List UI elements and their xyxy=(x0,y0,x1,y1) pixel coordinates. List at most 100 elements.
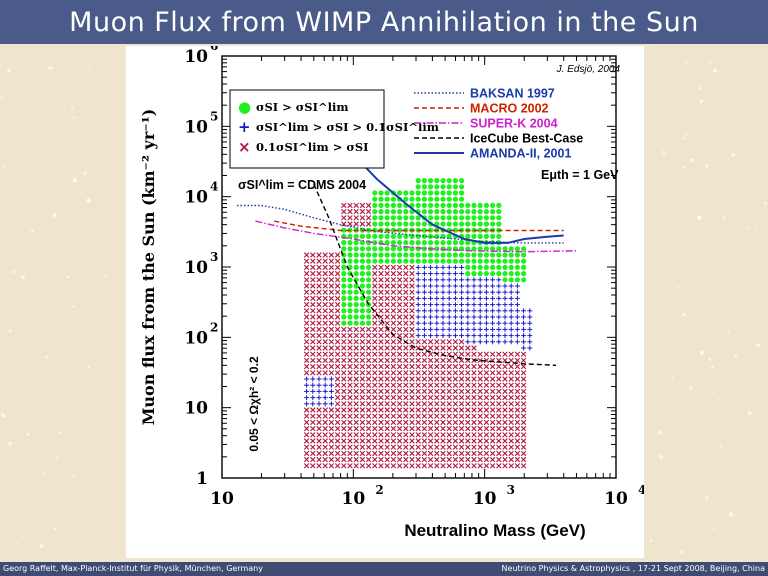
red-point xyxy=(378,357,384,364)
red-point xyxy=(347,407,353,413)
background-speckle xyxy=(671,377,674,380)
red-point xyxy=(483,450,490,457)
green-point xyxy=(471,252,477,258)
red-point xyxy=(365,407,372,413)
red-point xyxy=(310,413,316,419)
green-point xyxy=(465,240,471,246)
red-point xyxy=(496,450,502,457)
red-point xyxy=(409,351,415,357)
red-point xyxy=(384,308,390,314)
red-point xyxy=(434,463,440,469)
red-point xyxy=(328,289,335,295)
red-point xyxy=(359,432,366,438)
background-speckle xyxy=(96,318,98,320)
green-point xyxy=(415,196,421,202)
background-speckle xyxy=(682,312,686,316)
red-point xyxy=(514,407,521,413)
red-point xyxy=(415,456,421,463)
red-point xyxy=(353,438,359,444)
red-point xyxy=(359,363,366,370)
blue-point xyxy=(452,289,458,295)
blue-point xyxy=(421,302,427,308)
red-point xyxy=(440,463,446,469)
green-point xyxy=(490,258,496,264)
background-speckle xyxy=(8,441,12,446)
red-point xyxy=(328,456,335,463)
red-point xyxy=(372,320,378,326)
red-point xyxy=(465,370,471,376)
red-point xyxy=(514,444,521,450)
green-point xyxy=(366,258,372,264)
green-point xyxy=(353,314,359,320)
green-point xyxy=(397,240,403,246)
red-point xyxy=(502,351,508,357)
red-point xyxy=(341,401,347,407)
green-point xyxy=(446,190,452,196)
red-point xyxy=(390,345,397,351)
red-point xyxy=(421,419,428,426)
red-point xyxy=(471,456,477,463)
red-point xyxy=(508,413,514,419)
red-point xyxy=(421,425,428,432)
red-point xyxy=(334,277,341,283)
red-point xyxy=(328,363,335,370)
red-point xyxy=(446,425,452,432)
red-point xyxy=(483,351,490,357)
red-point xyxy=(328,301,335,308)
red-point xyxy=(316,252,322,258)
green-point xyxy=(434,233,440,239)
red-point xyxy=(477,463,483,469)
y-tick-label: 10 xyxy=(184,258,208,278)
green-point xyxy=(353,295,359,301)
background-speckle xyxy=(713,527,716,530)
green-point xyxy=(446,252,452,258)
red-point xyxy=(396,289,403,295)
red-point xyxy=(390,432,397,438)
background-speckle xyxy=(747,226,751,230)
red-point xyxy=(341,456,347,463)
green-point xyxy=(415,258,421,264)
green-point xyxy=(421,246,427,252)
red-point xyxy=(508,401,514,407)
blue-point xyxy=(465,295,471,301)
blue-point xyxy=(452,295,458,301)
green-point xyxy=(496,264,502,270)
red-point xyxy=(483,401,490,407)
red-point xyxy=(347,202,353,209)
scatter-legend-label: 0.1σSI^lim > σSI xyxy=(256,140,369,154)
red-point xyxy=(384,295,390,302)
red-point xyxy=(415,394,421,401)
background-speckle xyxy=(659,454,663,459)
red-point xyxy=(359,413,366,419)
red-point xyxy=(322,370,328,376)
green-point xyxy=(502,264,508,270)
green-point xyxy=(390,233,396,239)
red-point xyxy=(440,413,446,419)
red-point xyxy=(316,277,322,283)
green-point xyxy=(477,246,483,252)
red-point xyxy=(514,370,521,376)
red-point xyxy=(310,432,316,438)
green-point xyxy=(353,246,359,252)
blue-point xyxy=(452,320,458,326)
green-point xyxy=(483,271,489,277)
blue-point xyxy=(322,376,328,382)
blue-point xyxy=(502,339,508,345)
blue-point xyxy=(514,289,520,295)
x-axis-label: Neutralino Mass (GeV) xyxy=(404,521,585,540)
red-point xyxy=(372,463,378,469)
red-point xyxy=(508,438,514,444)
red-point xyxy=(396,394,403,401)
red-point xyxy=(372,326,378,333)
blue-point xyxy=(459,283,465,289)
red-point xyxy=(365,370,372,376)
red-point xyxy=(384,444,390,450)
blue-point xyxy=(521,314,527,320)
red-point xyxy=(390,388,397,395)
green-point xyxy=(397,246,403,252)
red-point xyxy=(316,295,322,302)
blue-point xyxy=(440,264,446,270)
red-point xyxy=(378,295,384,302)
red-point xyxy=(403,463,409,469)
blue-point xyxy=(459,277,465,283)
